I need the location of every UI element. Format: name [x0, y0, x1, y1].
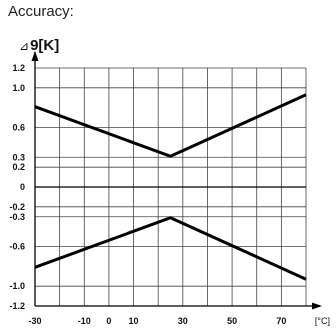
x-tick-label: 10 — [129, 316, 139, 326]
x-tick-label: 0 — [106, 316, 111, 326]
y-tick-label: -0.6 — [9, 242, 25, 252]
y-tick-label: 1.0 — [12, 83, 25, 93]
x-axis-label: [°C] — [315, 316, 330, 326]
chart-labels: 1.2 1.0 0.6 0.30.2 0 -0.2-0.3 -0.6 -1.0 -1.2-30 -… — [9, 37, 330, 326]
y-tick-label: -1.0 — [9, 281, 25, 291]
y-tick-label: -0.2 — [9, 202, 25, 212]
x-tick-label: -30 — [28, 316, 41, 326]
y-axis-label: ⊿9[K] — [19, 37, 59, 54]
x-tick-label: 70 — [276, 316, 286, 326]
x-tick-label: 50 — [227, 316, 237, 326]
y-tick-label: 0 — [20, 182, 25, 192]
series-line-1 — [34, 93, 307, 158]
y-tick-label: 1.2 — [12, 63, 25, 73]
y-axis-arrow — [31, 51, 39, 61]
chart-series — [34, 93, 307, 281]
chart-axes — [31, 51, 322, 310]
series-line-2 — [34, 216, 307, 281]
y-tick-label: -0.3 — [9, 212, 25, 222]
y-tick-label: 0.2 — [12, 162, 25, 172]
y-tick-label: 0.6 — [12, 123, 25, 133]
page-title: Accuracy: — [8, 3, 74, 20]
x-axis-arrow — [312, 302, 322, 310]
x-tick-label: 30 — [178, 316, 188, 326]
x-tick-label: -10 — [78, 316, 91, 326]
y-tick-label: -1.2 — [9, 301, 25, 311]
y-tick-label: 0.3 — [12, 152, 25, 162]
